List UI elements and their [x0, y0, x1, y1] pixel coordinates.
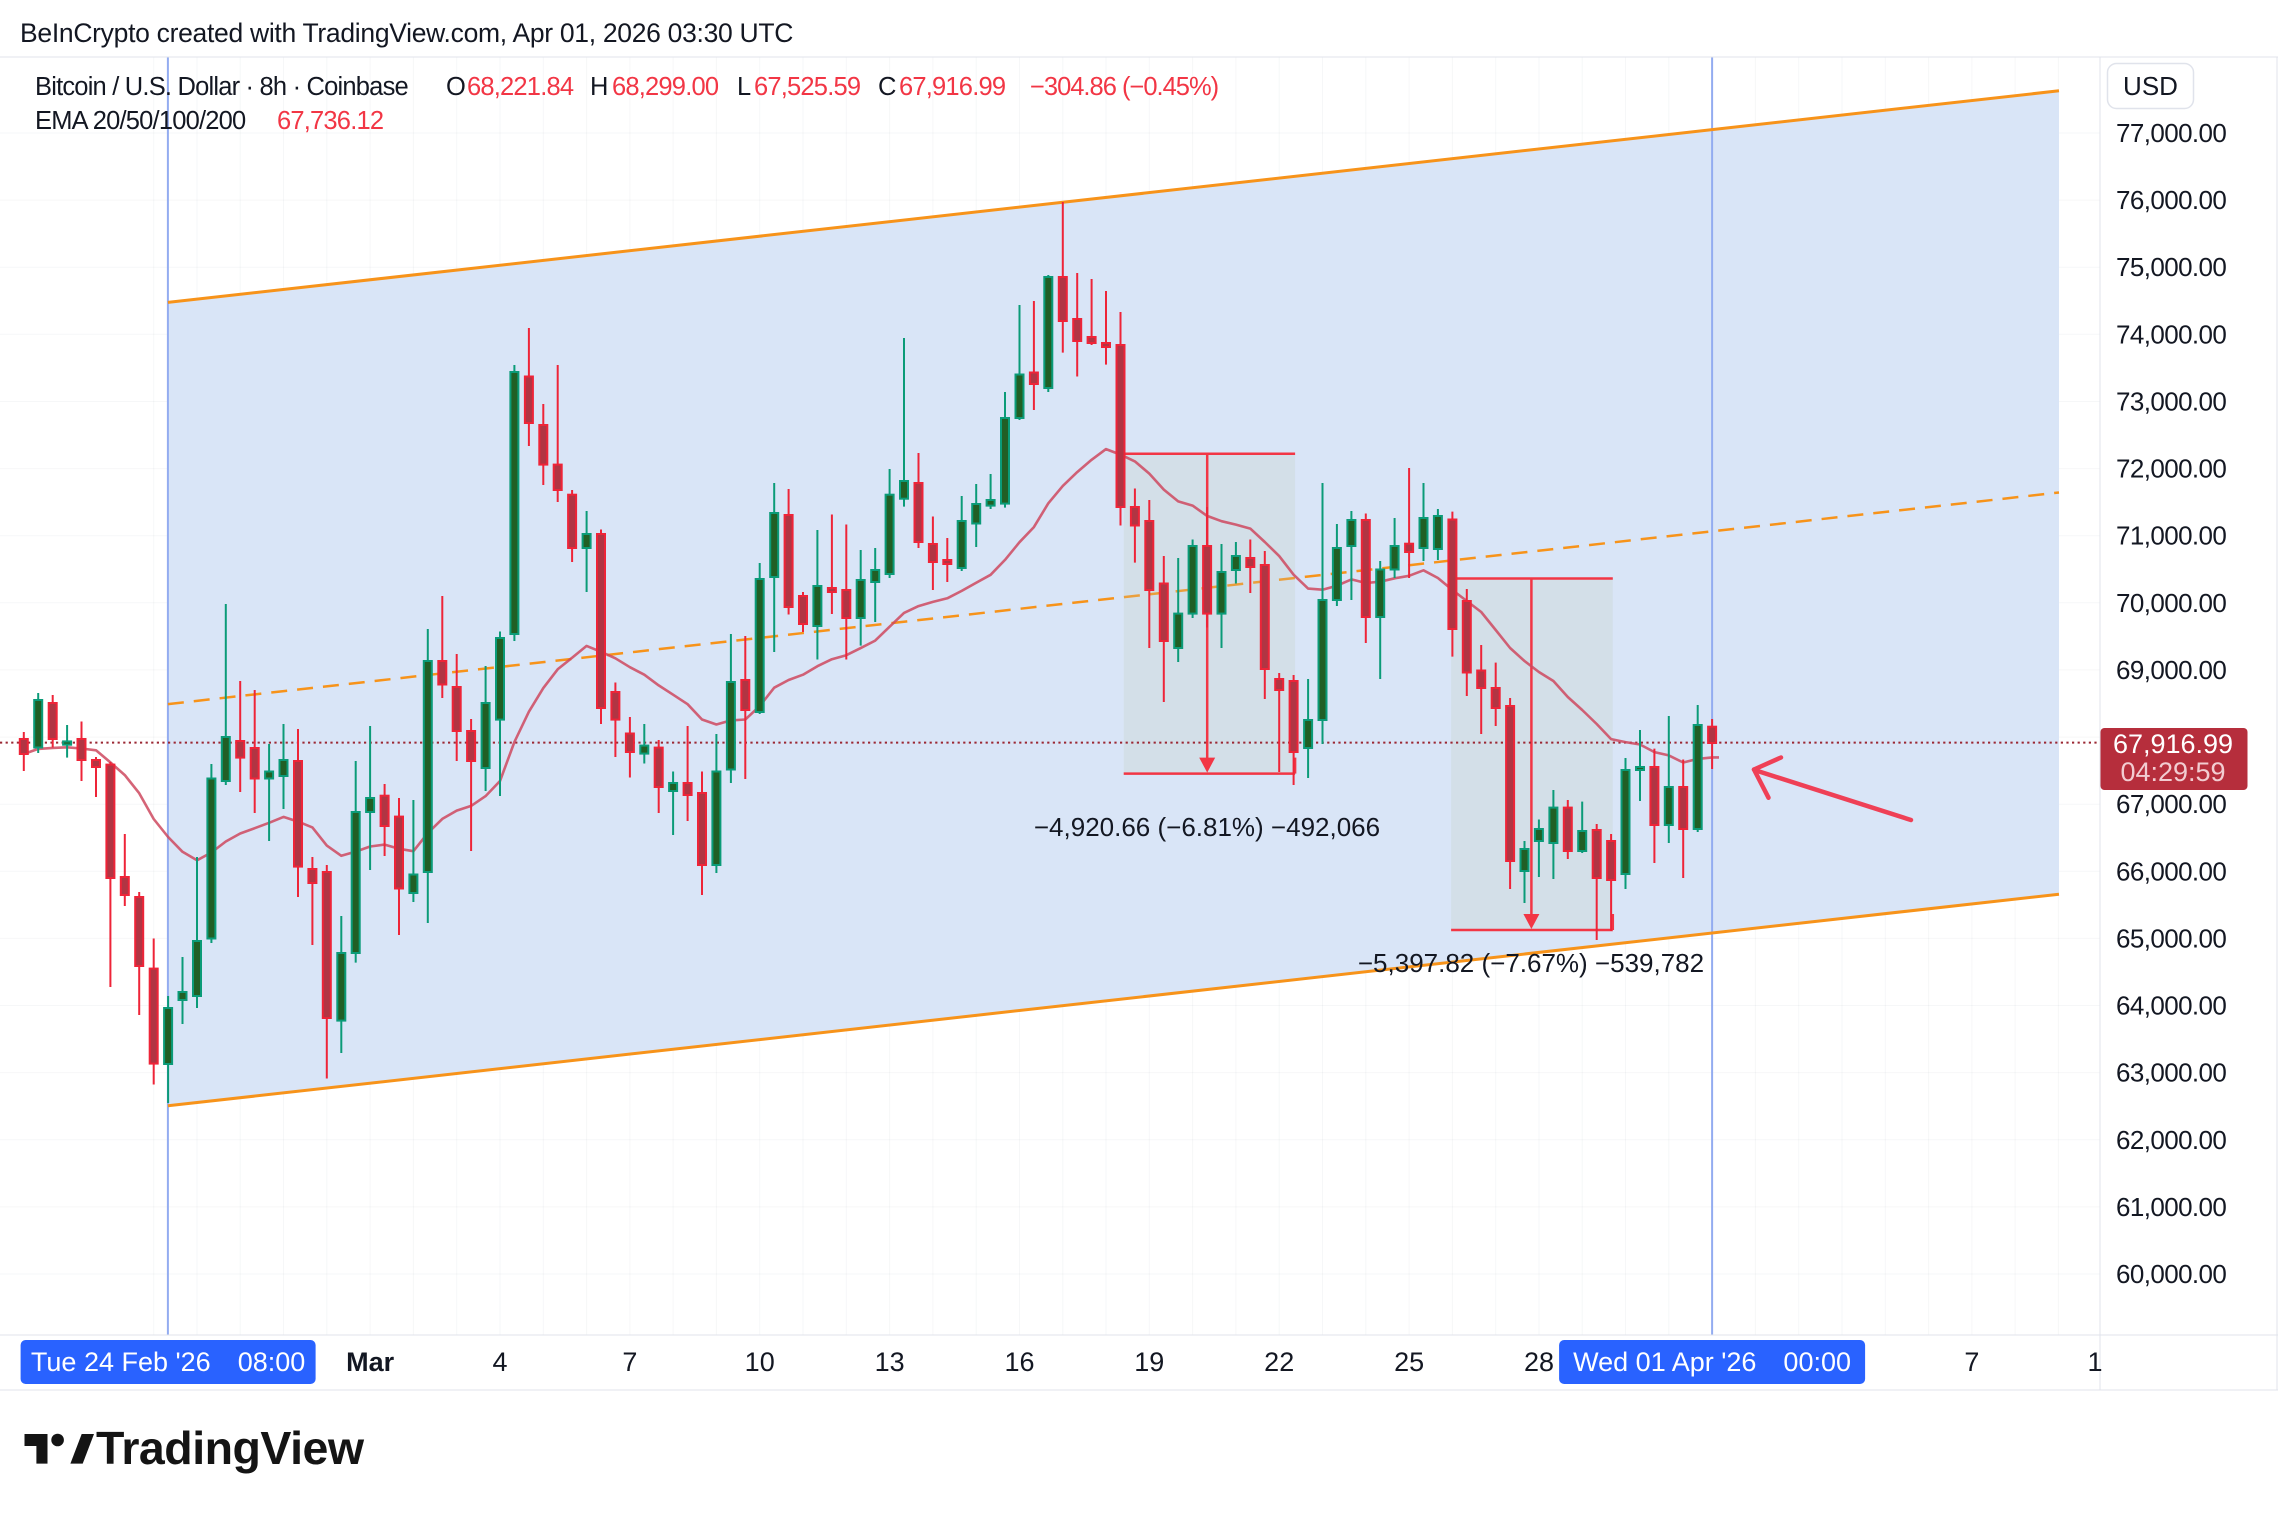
svg-text:BeInCrypto created with Tradin: BeInCrypto created with TradingView.com,… [20, 18, 793, 48]
svg-text:Wed 01 Apr '26 00:00: Wed 01 Apr '26 00:00 [1573, 1347, 1851, 1377]
svg-text:4: 4 [492, 1347, 507, 1377]
svg-text:−304.86 (−0.45%): −304.86 (−0.45%) [1030, 73, 1218, 101]
svg-text:76,000.00: 76,000.00 [2116, 185, 2226, 215]
svg-text:61,000.00: 61,000.00 [2116, 1192, 2226, 1222]
svg-text:67,916.99: 67,916.99 [2113, 729, 2233, 759]
svg-text:Mar: Mar [346, 1347, 395, 1377]
svg-text:16: 16 [1004, 1347, 1034, 1377]
svg-text:67,000.00: 67,000.00 [2116, 789, 2226, 819]
svg-text:H: H [590, 73, 608, 101]
svg-text:7: 7 [1964, 1347, 1979, 1377]
svg-text:Tue 24 Feb '26 08:00: Tue 24 Feb '26 08:00 [31, 1347, 305, 1377]
svg-text:77,000.00: 77,000.00 [2116, 118, 2226, 148]
svg-text:68,299.00: 68,299.00 [612, 73, 719, 101]
svg-text:USD: USD [2123, 71, 2178, 101]
svg-text:13: 13 [875, 1347, 905, 1377]
svg-text:67,916.99: 67,916.99 [899, 73, 1005, 101]
svg-text:68,221.84: 68,221.84 [467, 73, 574, 101]
svg-text:EMA 20/50/100/200: EMA 20/50/100/200 [35, 107, 246, 135]
svg-text:66,000.00: 66,000.00 [2116, 856, 2226, 886]
svg-text:65,000.00: 65,000.00 [2116, 923, 2226, 953]
svg-text:22: 22 [1264, 1347, 1294, 1377]
svg-text:−5,397.82 (−7.67%) −539,782: −5,397.82 (−7.67%) −539,782 [1358, 948, 1704, 978]
svg-text:75,000.00: 75,000.00 [2116, 252, 2226, 282]
svg-text:TradingView: TradingView [96, 1422, 365, 1474]
svg-text:69,000.00: 69,000.00 [2116, 655, 2226, 685]
svg-text:C: C [878, 73, 896, 101]
svg-text:60,000.00: 60,000.00 [2116, 1259, 2226, 1289]
svg-text:19: 19 [1134, 1347, 1164, 1377]
svg-text:28: 28 [1524, 1347, 1554, 1377]
svg-text:74,000.00: 74,000.00 [2116, 319, 2226, 349]
svg-text:64,000.00: 64,000.00 [2116, 991, 2226, 1021]
svg-text:−4,920.66 (−6.81%) −492,066: −4,920.66 (−6.81%) −492,066 [1034, 812, 1380, 842]
svg-text:04:29:59: 04:29:59 [2120, 757, 2225, 787]
svg-text:70,000.00: 70,000.00 [2116, 588, 2226, 618]
svg-text:67,736.12: 67,736.12 [277, 107, 383, 135]
svg-text:25: 25 [1394, 1347, 1424, 1377]
svg-text:62,000.00: 62,000.00 [2116, 1125, 2226, 1155]
svg-text:O: O [446, 73, 465, 101]
svg-text:Bitcoin / U.S. Dollar · 8h · C: Bitcoin / U.S. Dollar · 8h · Coinbase [35, 73, 409, 101]
svg-text:67,525.59: 67,525.59 [754, 73, 860, 101]
svg-text:72,000.00: 72,000.00 [2116, 454, 2226, 484]
svg-text:7: 7 [622, 1347, 637, 1377]
svg-text:10: 10 [745, 1347, 775, 1377]
svg-text:1: 1 [2087, 1347, 2102, 1377]
svg-text:71,000.00: 71,000.00 [2116, 521, 2226, 551]
svg-text:63,000.00: 63,000.00 [2116, 1058, 2226, 1088]
svg-text:L: L [737, 73, 751, 101]
svg-text:73,000.00: 73,000.00 [2116, 387, 2226, 417]
